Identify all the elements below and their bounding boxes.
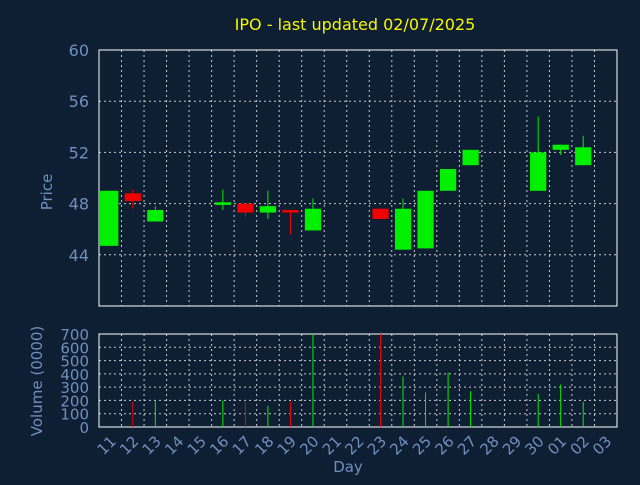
candle-body: [552, 144, 569, 150]
volume-tick-label: 200: [60, 392, 89, 410]
candle-body: [282, 210, 299, 213]
volume-frame: [98, 333, 618, 428]
volume-panel: 0100200300400500600700111213141516171819…: [60, 326, 618, 459]
candle-body: [462, 149, 479, 166]
candle-body: [575, 147, 592, 166]
candle-body: [147, 210, 164, 222]
price-panel: 44 48 52 56 60: [69, 41, 618, 307]
price-axis-label: Price: [38, 174, 56, 211]
candle-body: [124, 193, 141, 202]
candle-body: [214, 202, 231, 205]
price-tick-label: 44: [69, 246, 89, 265]
volume-tick-label: 0: [79, 419, 89, 437]
price-tick-label: 52: [69, 143, 89, 162]
price-tick-label: 48: [69, 195, 89, 214]
candle-body: [237, 203, 254, 213]
price-frame: [98, 49, 618, 307]
candle-body: [259, 206, 277, 213]
candle-body: [439, 169, 457, 191]
x-tick-label: 03: [589, 432, 615, 458]
candle-body: [99, 190, 119, 246]
price-tick-label: 56: [69, 92, 89, 111]
candle-body: [372, 208, 389, 219]
volume-tick-label: 700: [60, 326, 89, 344]
price-tick-label: 60: [69, 41, 89, 60]
candle-body: [394, 208, 412, 250]
volume-axis-label: Volume (0000): [28, 326, 46, 436]
volume-tick-label: 400: [60, 366, 89, 384]
volume-tick-label: 600: [60, 339, 89, 357]
volume-tick-label: 300: [60, 379, 89, 397]
candle-body: [530, 152, 547, 191]
chart-title: IPO - last updated 02/07/2025: [235, 15, 476, 34]
x-axis-label: Day: [333, 458, 363, 476]
volume-tick-label: 500: [60, 353, 89, 371]
volume-tick-label: 100: [60, 406, 89, 424]
candle-body: [304, 208, 322, 231]
candle-body: [417, 190, 434, 249]
